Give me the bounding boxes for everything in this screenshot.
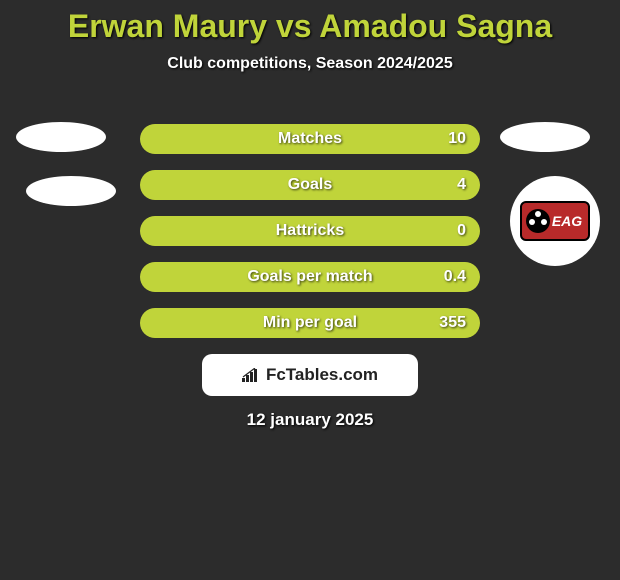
stat-bar-row: Matches 10: [140, 124, 480, 154]
player-right-photo: [500, 122, 590, 152]
player-left-photo-2: [26, 176, 116, 206]
club-badge-subtext: EN AVANT DE GUINGAMP Côtes d'Armor: [510, 241, 600, 247]
stat-bar-label: Hattricks: [276, 222, 344, 240]
page-title: Erwan Maury vs Amadou Sagna: [0, 0, 620, 45]
club-badge-inner: EAG EN AVANT DE GUINGAMP Côtes d'Armor: [520, 201, 590, 241]
page-subtitle: Club competitions, Season 2024/2025: [0, 55, 620, 73]
stat-bar-label: Goals per match: [247, 268, 372, 286]
stat-bar-value: 4: [457, 176, 466, 194]
stat-bar-label: Matches: [278, 130, 342, 148]
date-text: 12 january 2025: [0, 410, 620, 430]
club-badge-swirl-icon: [526, 209, 550, 233]
club-badge: EAG EN AVANT DE GUINGAMP Côtes d'Armor: [510, 176, 600, 266]
stat-bar-label: Min per goal: [263, 314, 357, 332]
brand-box: FcTables.com: [202, 354, 418, 396]
stat-bar-value: 355: [439, 314, 466, 332]
stat-bar-value: 10: [448, 130, 466, 148]
stat-bar-value: 0: [457, 222, 466, 240]
stat-bar-label: Goals: [288, 176, 332, 194]
brand-chart-icon: [242, 368, 260, 382]
club-badge-text: EAG: [552, 213, 582, 229]
stat-bar-row: Goals 4: [140, 170, 480, 200]
stat-bar-row: Hattricks 0: [140, 216, 480, 246]
brand-text: FcTables.com: [266, 365, 378, 385]
stat-bar-row: Goals per match 0.4: [140, 262, 480, 292]
player-left-photo-1: [16, 122, 106, 152]
stat-bar-value: 0.4: [444, 268, 466, 286]
stat-bars-container: Matches 10 Goals 4 Hattricks 0 Goals per match…: [140, 124, 480, 354]
stat-bar-row: Min per goal 355: [140, 308, 480, 338]
